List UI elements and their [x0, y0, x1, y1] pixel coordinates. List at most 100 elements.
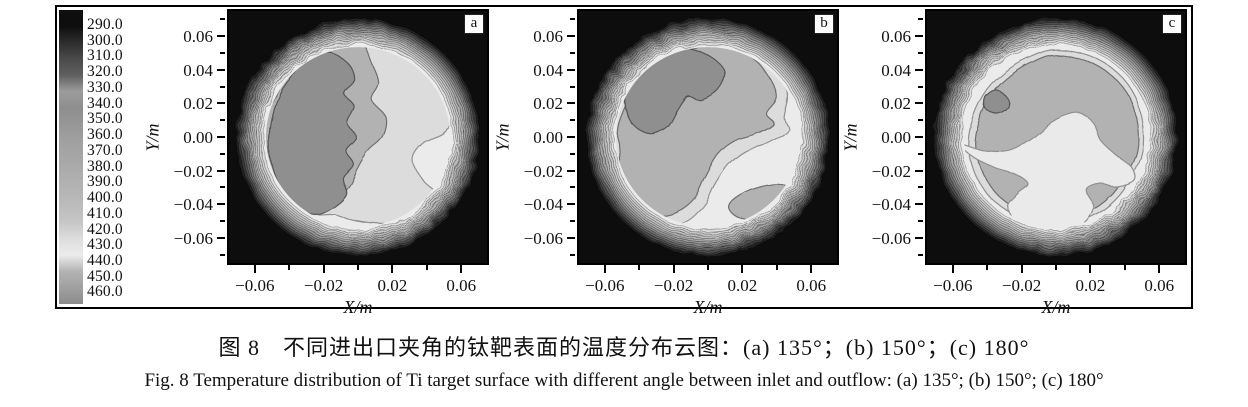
y-major-tick	[567, 68, 575, 71]
plot-area-b: b	[577, 9, 839, 265]
colorbar-level-label: 360.0	[87, 126, 123, 144]
colorbar-level-label: 410.0	[87, 204, 123, 222]
x-tick-label: 0.06	[796, 276, 827, 295]
x-tick-label: 0.02	[377, 276, 408, 295]
y-tick-label: −0.06	[871, 228, 911, 248]
y-tick-label: −0.06	[523, 228, 563, 248]
y-major-tick	[915, 136, 923, 138]
y-major-tick	[217, 35, 225, 38]
y-tick-label: 0.00	[533, 128, 563, 147]
panel-c: c 0.06 0.04 0.02 0.00 −0.02 −0.04 −0.06 −0.06 −0.…	[841, 9, 1187, 317]
y-major-tick	[217, 203, 225, 206]
colorbar-level-label: 300.0	[87, 31, 123, 49]
caption-chinese: 图 8 不同进出口夹角的钛靶表面的温度分布云图：(a) 135°；(b) 150…	[218, 335, 1030, 360]
y-tick-label: 0.04	[533, 60, 563, 80]
x-tick-label: 0.02	[727, 276, 758, 295]
panel-corner-label-a: a	[464, 14, 484, 34]
y-minor-tick	[220, 220, 225, 222]
y-major-tick	[567, 203, 575, 206]
y-tick-label: −0.02	[871, 161, 911, 181]
y-major-tick	[915, 35, 923, 38]
y-minor-tick	[918, 220, 923, 222]
y-major-tick	[915, 236, 923, 239]
y-tick-label: 0.04	[881, 60, 911, 80]
plot-area-a: a	[227, 9, 489, 265]
x-minor-tick	[425, 265, 428, 270]
x-axis-title-c: X/m	[1041, 297, 1071, 317]
y-tick-label: 0.04	[183, 60, 213, 80]
panel-b: b 0.06 0.04 0.02 0.00 −0.02 −0.04 −0.06 −0.06 −0.…	[493, 9, 839, 317]
x-minor-tick	[638, 265, 641, 270]
y-minor-tick	[570, 152, 575, 155]
x-major-tick	[1020, 265, 1023, 273]
y-minor-tick	[220, 186, 225, 189]
colorbar-level-label: 290.0	[87, 16, 123, 33]
x-major-tick	[810, 265, 813, 273]
x-tick-label: −0.06	[235, 276, 275, 295]
y-major-tick	[217, 102, 225, 105]
contour-plot-a	[229, 11, 487, 263]
y-major-tick	[217, 68, 225, 71]
y-tick-label: 0.02	[533, 94, 563, 114]
colorbar-level-label: 350.0	[87, 110, 123, 128]
x-tick-label: −0.02	[303, 276, 344, 295]
y-minor-tick	[918, 52, 923, 54]
y-major-tick	[567, 35, 575, 38]
y-minor-tick	[918, 18, 923, 21]
y-tick-label: −0.04	[173, 195, 213, 215]
x-major-tick	[391, 265, 394, 273]
y-tick-label: 0.00	[183, 128, 213, 147]
y-minor-tick	[570, 18, 575, 21]
contour-plot-c	[927, 11, 1185, 263]
colorbar-level-label: 370.0	[87, 141, 123, 159]
y-major-tick	[217, 136, 225, 138]
y-axis-title-c: Y/m	[840, 123, 861, 152]
y-axis-title-a: Y/m	[142, 123, 163, 152]
y-tick-label: 0.00	[881, 128, 911, 147]
y-minor-tick	[220, 85, 225, 88]
panel-corner-label-b: b	[814, 14, 834, 34]
x-major-tick	[253, 265, 256, 273]
colorbar-level-label: 430.0	[87, 236, 123, 254]
colorbar-level-label: 390.0	[87, 173, 123, 191]
y-minor-tick	[220, 152, 225, 155]
colorbar-level-label: 310.0	[87, 47, 123, 65]
y-minor-tick	[918, 186, 923, 189]
panel-corner-label-c: c	[1162, 14, 1182, 34]
y-tick-label: 0.06	[533, 27, 563, 47]
x-major-tick	[1158, 265, 1161, 273]
y-minor-tick	[220, 18, 225, 21]
colorbar-level-label: 330.0	[87, 78, 123, 96]
y-major-tick	[567, 169, 575, 172]
colorbar-level-label: 320.0	[87, 63, 123, 81]
y-axis-title-b: Y/m	[492, 123, 513, 152]
y-tick-label: 0.02	[881, 94, 911, 114]
x-tick-label: −0.02	[653, 276, 694, 295]
y-minor-tick	[918, 85, 923, 88]
colorbar-level-label: 380.0	[87, 157, 123, 175]
x-minor-tick	[288, 265, 291, 270]
colorbar-level-label: 450.0	[87, 267, 123, 285]
y-tick-label: 0.02	[183, 94, 213, 114]
x-axis-title-b: X/m	[693, 297, 723, 317]
x-major-tick	[1089, 265, 1092, 273]
y-major-tick	[915, 169, 923, 172]
figure-frame: 290.0 300.0 310.0 320.0 330.0 340.0 350.0 360.0…	[55, 5, 1193, 317]
plot-area-c: c	[925, 9, 1187, 265]
x-minor-tick	[986, 265, 989, 270]
y-minor-tick	[918, 152, 923, 155]
y-minor-tick	[570, 253, 575, 256]
y-minor-tick	[220, 253, 225, 256]
colorbar-level-label: 460.0	[87, 283, 123, 301]
colorbar-level-label: 340.0	[87, 94, 123, 112]
y-minor-tick	[220, 119, 225, 122]
x-minor-tick	[775, 265, 778, 270]
y-minor-tick	[570, 85, 575, 88]
x-minor-tick	[1055, 265, 1057, 270]
y-tick-label: 0.06	[183, 27, 213, 47]
x-axis-title-a: X/m	[343, 297, 373, 317]
y-major-tick	[217, 169, 225, 172]
colorbar-labels: 290.0 300.0 310.0 320.0 330.0 340.0 350.0 360.0…	[87, 10, 139, 304]
x-minor-tick	[707, 265, 709, 270]
